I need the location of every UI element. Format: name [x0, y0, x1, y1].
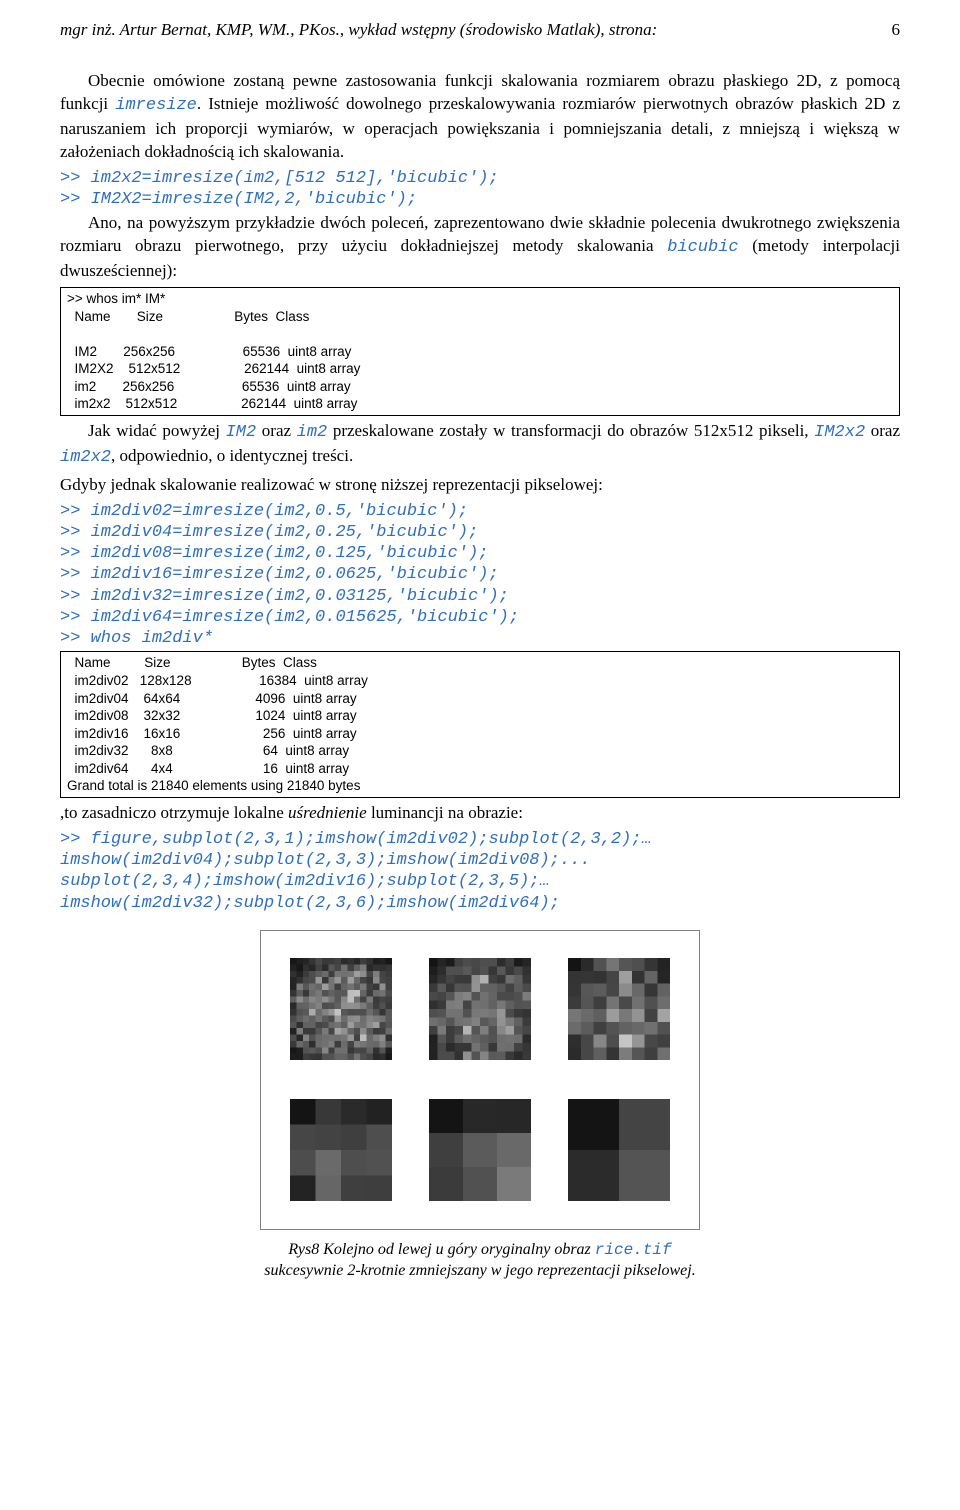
para3-code3: IM2x2 — [814, 423, 865, 442]
para3-code4: im2x2 — [60, 448, 111, 467]
code-block-subplot: >> figure,subplot(2,3,1);imshow(im2div02… — [60, 829, 900, 914]
paragraph-downscale-intro: Gdyby jednak skalowanie realizować w str… — [60, 474, 900, 497]
figure-row-top — [271, 954, 689, 1064]
page-header: mgr inż. Artur Bernat, KMP, WM., PKos., … — [60, 20, 900, 40]
code-block-downscale: >> im2div02=imresize(im2,0.5,'bicubic');… — [60, 501, 900, 650]
caption-code: rice.tif — [595, 1241, 672, 1259]
header-text: mgr inż. Artur Bernat, KMP, WM., PKos., … — [60, 20, 657, 40]
para3-code2: im2 — [297, 423, 328, 442]
thumb-im2div04 — [425, 954, 535, 1064]
para3-c: przeskalowane zostały w transformacji do… — [327, 421, 814, 440]
paragraph-bicubic: Ano, na powyższym przykładzie dwóch pole… — [60, 212, 900, 283]
thumb-im2div02 — [286, 954, 396, 1064]
thumb-im2div64 — [564, 1095, 674, 1205]
para3-b: oraz — [256, 421, 296, 440]
figure-caption: Rys8 Kolejno od lewej u góry oryginalny … — [60, 1240, 900, 1282]
para3-e: , odpowiednio, o identycznej treści. — [111, 446, 353, 465]
para3-d: oraz — [865, 421, 900, 440]
paragraph-averaging: ,to zasadniczo otrzymuje lokalne uśredni… — [60, 802, 900, 825]
para5-b: luminancji na obrazie: — [367, 803, 523, 822]
thumb-im2div32 — [425, 1095, 535, 1205]
para5-a: ,to zasadniczo otrzymuje lokalne — [60, 803, 288, 822]
caption-b: sukcesywnie 2-krotnie zmniejszany w jego… — [264, 1262, 695, 1279]
whos-output-box-2: Name Size Bytes Class im2div02 128x128 1… — [60, 651, 900, 797]
para3-a: Jak widać powyżej — [88, 421, 226, 440]
code-block-imresize: >> im2x2=imresize(im2,[512 512],'bicubic… — [60, 168, 900, 211]
para1-code: imresize — [115, 96, 197, 115]
caption-a: Rys8 Kolejno od lewej u góry oryginalny … — [288, 1241, 594, 1258]
thumb-im2div08 — [564, 954, 674, 1064]
whos-output-box-1: >> whos im* IM* Name Size Bytes Class IM… — [60, 287, 900, 416]
header-page-number: 6 — [892, 20, 901, 40]
para3-code1: IM2 — [226, 423, 257, 442]
paragraph-result1: Jak widać powyżej IM2 oraz im2 przeskalo… — [60, 420, 900, 470]
paragraph-intro: Obecnie omówione zostaną pewne zastosowa… — [60, 70, 900, 164]
para2-code: bicubic — [667, 238, 738, 257]
figure-subplot-2x3 — [260, 930, 700, 1230]
figure-row-bottom — [271, 1095, 689, 1205]
para5-ital: uśrednienie — [288, 803, 367, 822]
thumb-im2div16 — [286, 1095, 396, 1205]
